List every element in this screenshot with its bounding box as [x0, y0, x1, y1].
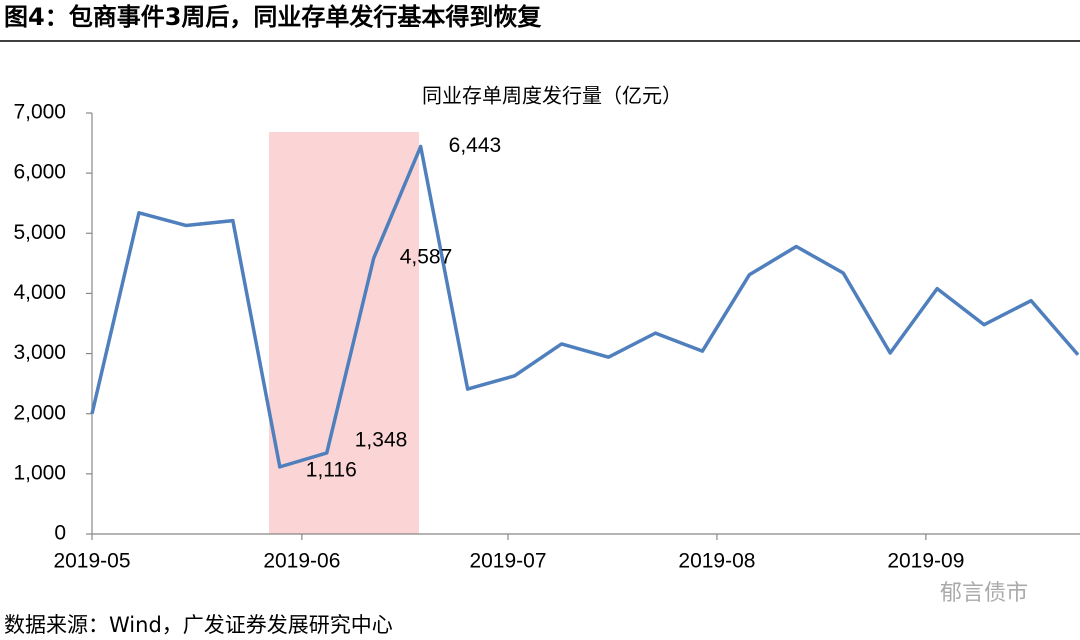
- x-tick-label: 2019-05: [53, 550, 130, 573]
- x-tick-label: 2019-08: [678, 550, 755, 573]
- y-tick-label: 2,000: [13, 401, 66, 424]
- y-tick-label: 7,000: [13, 101, 66, 124]
- chart-title: 同业存单周度发行量（亿元）: [422, 84, 682, 108]
- data-label: 6,443: [449, 134, 502, 157]
- highlight-region: [269, 132, 419, 534]
- x-tick-label: 2019-07: [469, 550, 546, 573]
- data-label: 1,348: [355, 428, 408, 451]
- source-note: 数据来源：Wind，广发证券发展研究中心: [4, 613, 393, 637]
- x-tick-label: 2019-09: [887, 550, 964, 573]
- y-tick-label: 5,000: [13, 221, 66, 244]
- watermark: 郁言债市: [940, 581, 1028, 606]
- y-tick-label: 3,000: [13, 341, 66, 364]
- figure-title: 图4：包商事件3周后，同业存单发行基本得到恢复: [4, 3, 542, 31]
- data-label: 1,116: [306, 458, 357, 481]
- y-tick-label: 0: [54, 522, 66, 545]
- data-line: [90, 144, 1080, 469]
- x-tick-label: 2019-06: [263, 550, 340, 573]
- y-tick-label: 6,000: [13, 161, 66, 184]
- y-tick-label: 4,000: [13, 281, 66, 304]
- data-label: 4,587: [400, 246, 453, 269]
- y-tick-label: 1,000: [13, 461, 66, 484]
